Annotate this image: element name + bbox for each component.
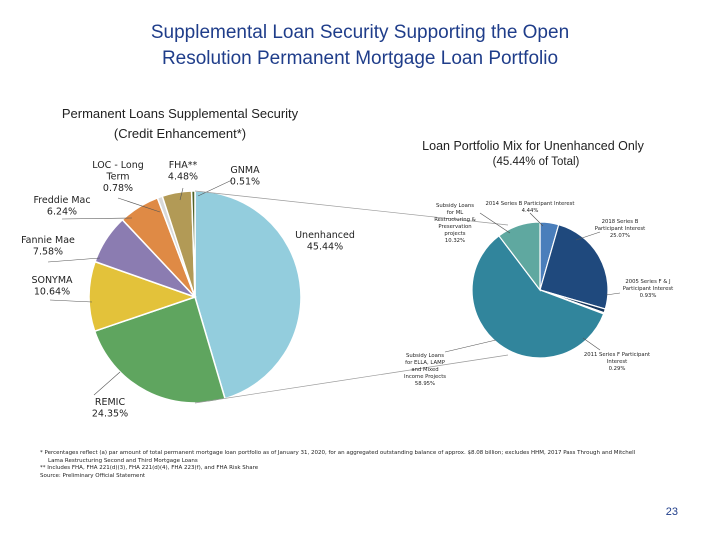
pie1-label-sonyma: SONYMA 10.64% [31, 275, 73, 298]
footnote-4: Source: Preliminary Official Statement [40, 472, 146, 479]
chart2-subtitle: (45.44% of Total) [493, 156, 580, 168]
pie2-label-subsidy-loans-for-ml-restructuring-preservation-projects: Subsidy Loans for ML Restructuring & Preser… [434, 203, 476, 244]
pie1-connector-loc-long-term [117, 197, 161, 213]
pie1-connector-fannie-mae [47, 257, 101, 263]
pie1-label-unenhanced: Unenhanced 45.44% [295, 230, 355, 253]
pie2-slice-subsidy-loans-for-ml-restructuring-preservation-projects [498, 221, 541, 292]
pie1-slice-unenhanced [194, 190, 302, 400]
chart1-title: Permanent Loans Supplemental Security [62, 106, 299, 121]
pie2-label-2018-series-b-participant-interest: 2018 Series B Participant Interest 25.07% [595, 219, 645, 239]
footnote-2: Lama Restructuring Second and Third Mort… [48, 457, 198, 464]
pie1-slice-gnma [190, 190, 196, 298]
footnote-1: * Percentages reflect (a) par amount of … [40, 450, 636, 456]
pie1-label-gnma: GNMA 0.51% [230, 165, 260, 188]
pie2-slice-subsidy-loans-for-ella-lamp-and-mixed-income-projects [471, 234, 605, 359]
pie1-connector-freddie-mac [61, 217, 133, 220]
pie1-connector-sonyma [49, 299, 93, 303]
pie2-label-2011-series-f-participant-interest: 2011 Series F Participant Interest 0.29% [584, 352, 650, 372]
pie2-label-2014-series-b-participant-interest: 2014 Series B Participant Interest 4.44% [486, 201, 575, 214]
slide-title-line1: Supplemental Loan Security Supporting th… [150, 22, 570, 43]
bridge-line-bottom [194, 354, 509, 404]
pie2-label-subsidy-loans-for-ella-lamp-and-mixed-income-projects: Subsidy Loans for ELLA, LAMP and Mixed Inco… [404, 353, 446, 387]
pie1-connector-gnma [197, 179, 233, 197]
pie1-label-freddie-mac: Freddie Mac 6.24% [33, 195, 90, 218]
pie1-slice-remic [93, 296, 226, 404]
pie2-connector-2005-series-f-j-participant-interest [605, 292, 621, 296]
pie1-label-remic: REMIC 24.35% [92, 397, 128, 420]
pie2-connector-subsidy-loans-for-ella-lamp-and-mixed-income-projects [444, 339, 497, 353]
pie1-connector-fha [179, 187, 184, 201]
chart1-subtitle: (Credit Enhancement*) [114, 126, 246, 141]
footnotes: * Percentages reflect (a) par amount of … [40, 450, 680, 480]
pie2-connector-2014-series-b-participant-interest [529, 212, 544, 227]
pie1-connector-remic [93, 371, 121, 396]
pie2-label-2005-series-f-j-participant-interest: 2005 Series F & J Participant Interest 0.9… [623, 279, 673, 299]
pie2-slice-2018-series-b-participant-interest [539, 223, 609, 310]
chart2-title: Loan Portfolio Mix for Unenhanced Only [422, 139, 644, 153]
pie1-slice-sonyma [88, 260, 198, 333]
pie2-connector-subsidy-loans-for-ml-restructuring-preservation-projects [479, 212, 511, 234]
pie1-label-fannie-mae: Fannie Mae 7.58% [21, 235, 75, 258]
pie1-label-fha: FHA** 4.48% [168, 160, 198, 183]
footnote-3: ** Includes FHA, FHA 221(d)(3), FHA 221(… [40, 465, 259, 471]
page-number: 23 [665, 506, 678, 518]
slide-title-line2: Resolution Permanent Mortgage Loan Portf… [161, 48, 559, 69]
pie2-connector-2018-series-b-participant-interest [575, 231, 601, 241]
pie1-label-loc-long-term: LOC - Long Term 0.78% [92, 160, 144, 194]
slide-title: Supplemental Loan Security Supporting th… [60, 20, 660, 72]
bridge-line-top [194, 190, 509, 226]
pie2-connector-2011-series-f-participant-interest [582, 337, 601, 351]
